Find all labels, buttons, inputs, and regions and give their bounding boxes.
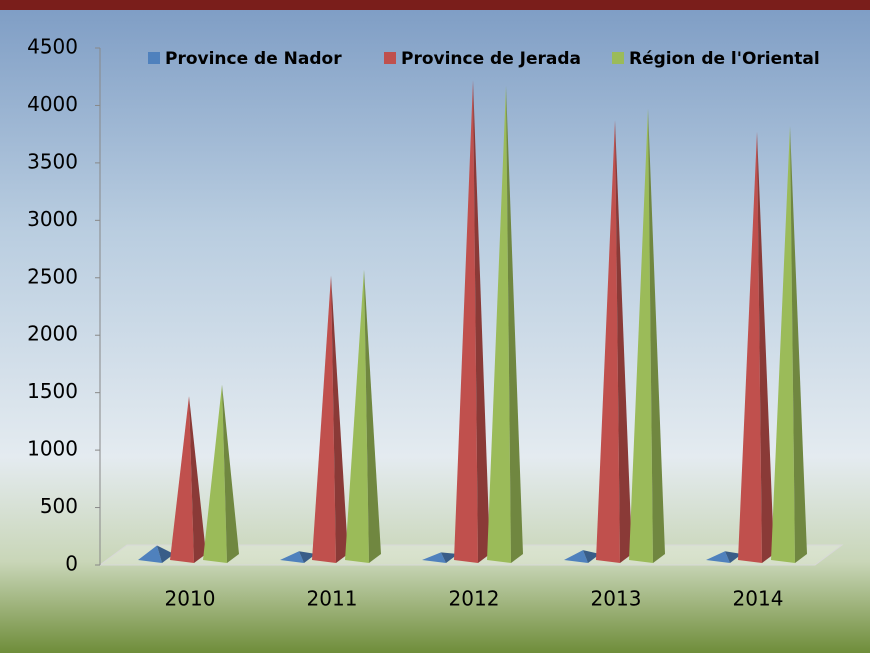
pyramid: [203, 384, 239, 563]
top-bar: [0, 0, 870, 10]
y-tick-label: 2000: [27, 322, 78, 346]
pyramid-side: [157, 545, 174, 563]
pyramid-face: [596, 120, 620, 563]
pyramid: [454, 80, 490, 563]
pyramid-face: [312, 275, 336, 563]
pyramid: [170, 396, 206, 563]
x-tick-label: 2014: [733, 587, 784, 611]
y-tick-label: 3500: [27, 149, 78, 173]
y-tick-label: 1500: [27, 379, 78, 403]
pyramid-face: [203, 384, 227, 563]
pyramid: [738, 131, 774, 563]
pyramid: [138, 545, 174, 563]
pyramid-side: [615, 120, 632, 563]
pyramid-side: [725, 551, 742, 563]
y-tick-label: 4000: [27, 92, 78, 116]
pyramid-side: [473, 80, 490, 563]
legend-label: Province de Nador: [165, 49, 342, 69]
pyramid-face: [454, 80, 478, 563]
pyramid-face: [170, 396, 194, 563]
y-tick-label: 1000: [27, 437, 78, 461]
pyramid-face: [771, 126, 795, 564]
pyramid: [771, 126, 807, 564]
pyramid-side: [506, 85, 523, 563]
pyramid-face: [345, 269, 369, 563]
legend-swatch: [148, 52, 160, 64]
x-tick-label: 2012: [449, 587, 500, 611]
legend-label: Région de l'Oriental: [629, 49, 820, 69]
y-tick-label: 0: [65, 552, 78, 576]
pyramid-side: [331, 275, 348, 563]
pyramid: [706, 551, 742, 563]
pyramid: [564, 550, 600, 563]
legend-swatch: [612, 52, 624, 64]
pyramid: [312, 275, 348, 563]
pyramid-side: [648, 108, 665, 563]
pyramid: [422, 552, 458, 563]
pyramid-face: [422, 552, 446, 563]
pyramid-side: [364, 269, 381, 563]
x-tick-label: 2010: [165, 587, 216, 611]
pyramid-face: [564, 550, 588, 563]
pyramid-face: [280, 551, 304, 563]
pyramid-face: [629, 108, 653, 563]
pyramid-face: [487, 85, 511, 563]
pyramid-side: [299, 551, 316, 563]
pyramid-side: [583, 550, 600, 563]
legend-label: Province de Jerada: [401, 49, 581, 69]
y-tick-label: 4500: [27, 35, 78, 59]
pyramid-side: [222, 384, 239, 563]
pyramid-side: [790, 126, 807, 564]
x-tick-label: 2011: [307, 587, 358, 611]
pyramid-face: [738, 131, 762, 563]
pyramid-face: [706, 551, 730, 563]
pyramid: [280, 551, 316, 563]
pyramid-side: [189, 396, 206, 563]
pyramid: [629, 108, 665, 563]
pyramid: [596, 120, 632, 563]
y-tick-label: 3000: [27, 207, 78, 231]
pyramid-side: [441, 552, 458, 563]
pyramid-side: [757, 131, 774, 563]
y-tick-label: 2500: [27, 264, 78, 288]
legend-swatch: [384, 52, 396, 64]
x-tick-label: 2013: [591, 587, 642, 611]
pyramid: [487, 85, 523, 563]
pyramid: [345, 269, 381, 563]
y-tick-label: 500: [40, 494, 78, 518]
pyramid-face: [138, 545, 162, 563]
